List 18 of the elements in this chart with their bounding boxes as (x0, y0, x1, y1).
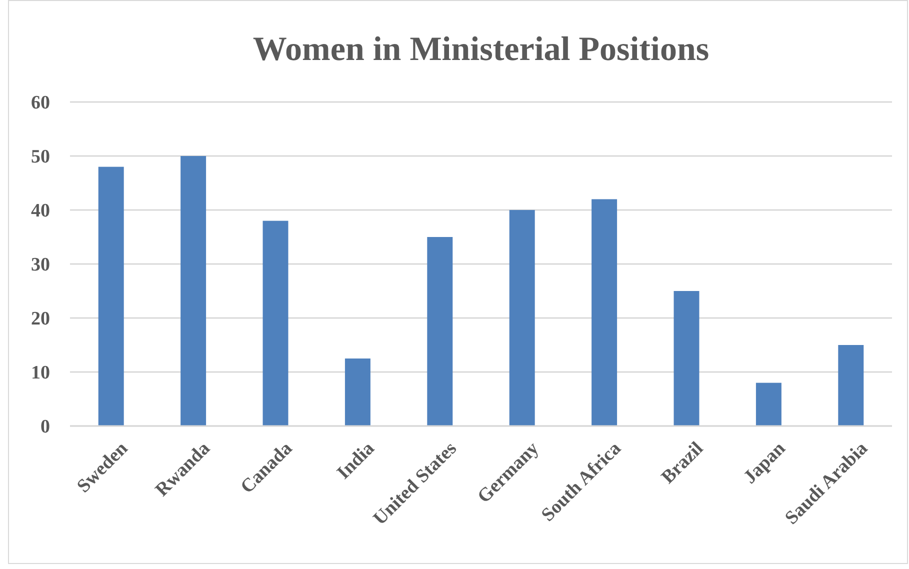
bar (98, 166, 124, 426)
y-tick-label: 60 (31, 92, 50, 114)
bar (344, 358, 370, 426)
bar (509, 210, 535, 426)
bar (592, 199, 618, 426)
bar (756, 382, 782, 426)
bar (427, 237, 453, 426)
bar (180, 156, 206, 426)
y-tick-label: 10 (31, 362, 50, 384)
y-tick-label: 50 (31, 146, 50, 168)
y-tick-label: 30 (31, 254, 50, 276)
chart-title: Women in Ministerial Positions (252, 31, 710, 68)
y-tick-label: 0 (40, 416, 50, 438)
bar (838, 345, 864, 426)
y-tick-label: 20 (31, 308, 50, 330)
y-tick-label: 40 (31, 200, 50, 222)
bar (262, 220, 288, 426)
bar (674, 291, 700, 426)
